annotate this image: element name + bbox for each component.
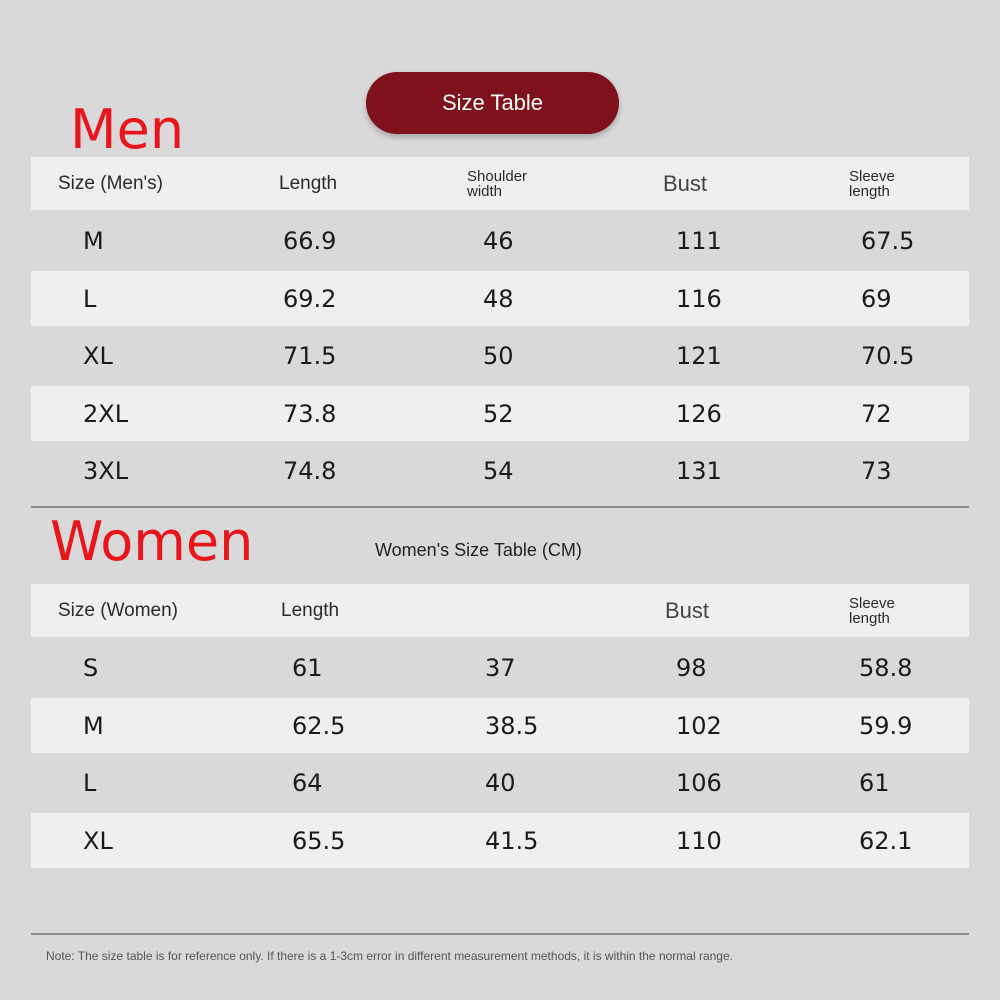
men-cell: 131 [676,456,722,485]
men-cell: 66.9 [283,226,337,255]
women-header-size: Size (Women) [58,599,179,621]
women-cell: 65.5 [292,826,346,855]
women-cell: 64 [292,769,323,797]
men-cell: 50 [483,342,514,370]
women-cell: XL [83,826,113,855]
women-table-header: Size (Women) Length Bust Sleeve length [31,584,969,637]
men-cell: L [83,284,97,313]
women-header-length: Length [281,599,340,621]
men-cell: 74.8 [283,456,337,485]
footer-divider [31,933,969,935]
women-cell: M [83,711,104,740]
men-cell: 2XL [83,399,129,428]
men-cell: 116 [676,284,722,313]
women-cell: 38.5 [485,711,539,740]
men-header-bust: Bust [663,170,708,196]
women-cell: 41.5 [485,826,539,855]
women-cell: 98 [676,653,707,682]
women-cell: 61 [292,653,323,682]
men-cell: 121 [676,342,722,370]
women-size-table: Size (Women) Length Bust Sleeve length S… [31,584,969,868]
women-cell: 62.5 [292,711,346,740]
men-cell: 70.5 [861,342,915,370]
men-table-row: XL 71.5 50 121 70.5 [31,326,969,386]
size-table-badge-label: Size Table [441,90,544,115]
men-table-row: 3XL 74.8 54 131 73 [31,441,969,500]
women-header-bust: Bust [665,597,710,623]
men-cell: 48 [483,284,514,313]
men-table-header: Size (Men's) Length Shoulder width Bust … [31,157,969,210]
men-cell: M [83,226,104,255]
women-cell: L [83,769,97,797]
men-cell: 73.8 [283,399,337,428]
women-cell: 37 [485,653,516,682]
men-table-row: M 66.9 46 111 67.5 [31,210,969,271]
women-table-row: L 64 40 106 61 [31,753,969,813]
men-table-row: 2XL 73.8 52 126 72 [31,386,969,441]
women-table-row: S 61 37 98 58.8 [31,637,969,698]
men-section-title: Men [70,98,185,161]
women-table-row: XL 65.5 41.5 110 62.1 [31,813,969,868]
women-cell: 62.1 [859,826,913,855]
men-cell: 72 [861,399,892,428]
men-header-sleeve: Sleeve length [849,167,895,200]
section-divider [31,506,969,508]
men-header-size: Size (Men's) [58,172,163,194]
men-cell: 46 [483,226,514,255]
women-cell: 58.8 [859,653,913,682]
men-cell: XL [83,342,113,370]
size-note: Note: The size table is for reference on… [46,949,733,963]
women-cell: 40 [485,769,516,797]
men-cell: 126 [676,399,722,428]
women-cell: 110 [676,826,722,855]
men-header-length: Length [279,172,338,194]
women-cell: S [83,653,99,682]
men-cell: 3XL [83,456,129,485]
men-cell: 69 [861,284,892,313]
men-cell: 111 [676,226,722,255]
men-cell: 73 [861,456,892,485]
women-cell: 59.9 [859,711,913,740]
men-cell: 69.2 [283,284,337,313]
women-header-sleeve: Sleeve length [849,594,895,627]
men-cell: 54 [483,456,514,485]
women-table-subtitle: Women's Size Table (CM) [375,540,582,560]
women-cell: 61 [859,769,890,797]
women-table-row: M 62.5 38.5 102 59.9 [31,698,969,753]
size-table-badge: Size Table [366,72,619,134]
men-size-table: Size (Men's) Length Shoulder width Bust … [31,157,969,500]
men-cell: 71.5 [283,342,337,370]
women-cell: 102 [676,711,722,740]
women-cell: 106 [676,769,722,797]
men-cell: 67.5 [861,226,915,255]
men-table-row: L 69.2 48 116 69 [31,271,969,326]
men-cell: 52 [483,399,514,428]
men-header-shoulder: Shoulder width [467,167,528,200]
women-section-title: Women [50,510,254,573]
